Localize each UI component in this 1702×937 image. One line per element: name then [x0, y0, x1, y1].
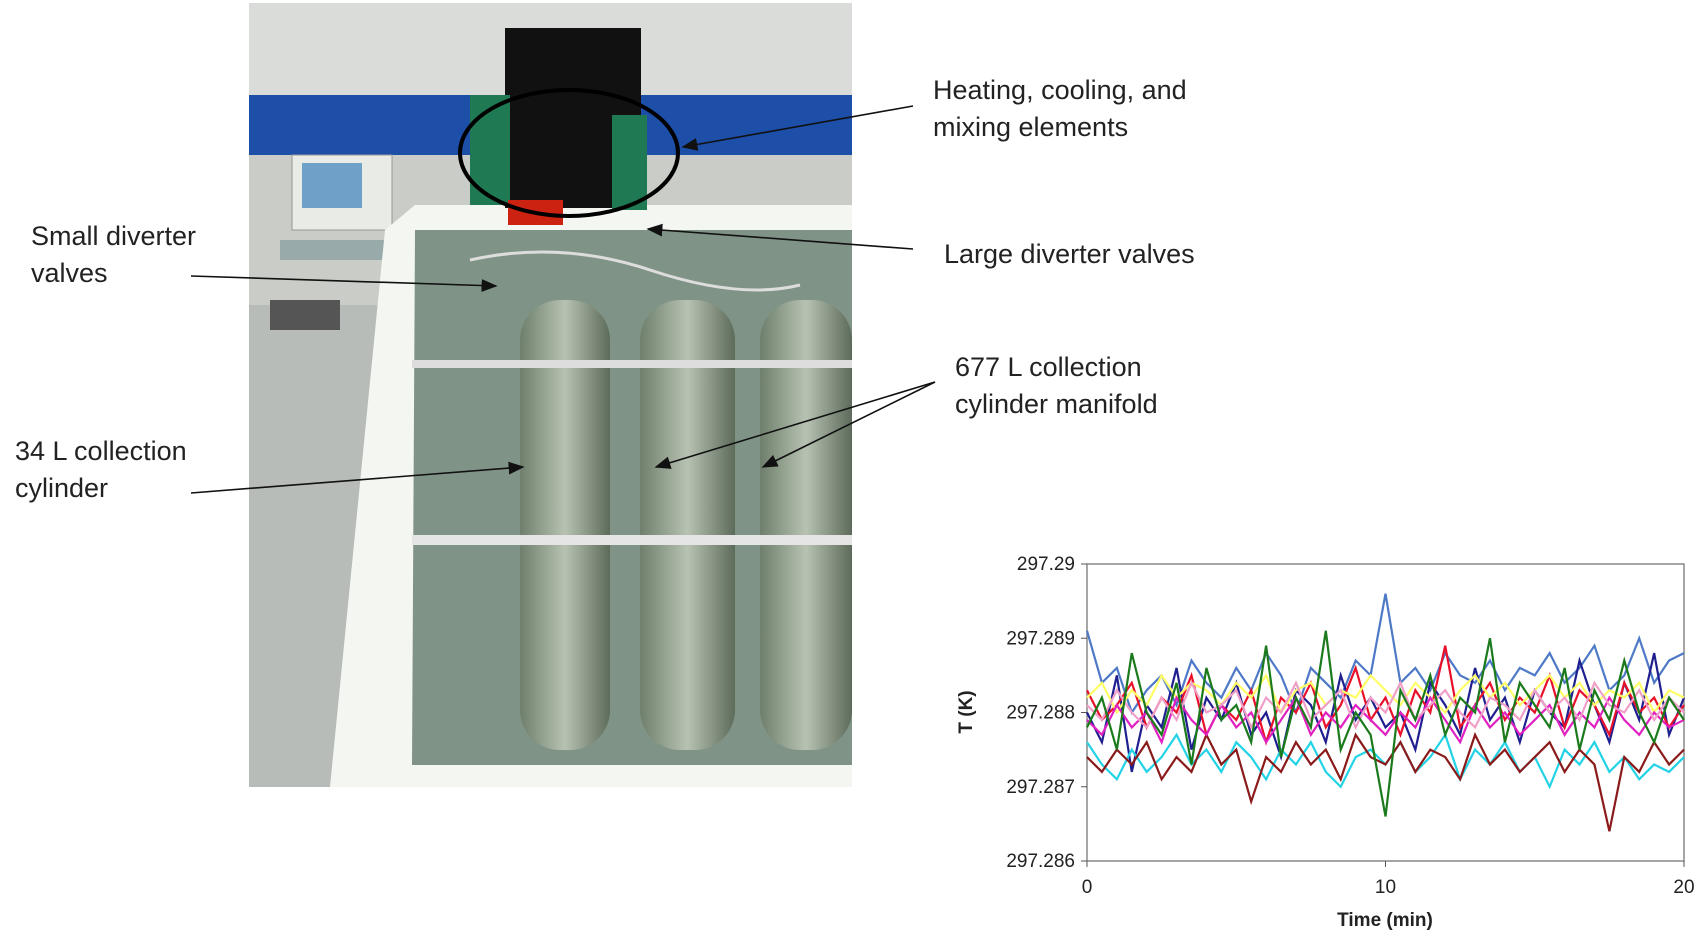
annotation: Small diverter valves — [31, 221, 196, 288]
annotation: Large diverter valves — [944, 239, 1195, 269]
data-line — [1086, 732, 1685, 790]
y-tick-label: 297.289 — [1006, 628, 1075, 649]
data-line — [1086, 731, 1685, 832]
x-tick-label: 20 — [1673, 877, 1694, 898]
data-line — [1086, 673, 1685, 715]
x-tick-label: 0 — [1082, 877, 1093, 898]
y-tick-label: 297.29 — [1017, 554, 1075, 575]
y-tick-label: 297.287 — [1006, 777, 1075, 798]
annotation: 677 L collection cylinder manifold — [955, 352, 1158, 419]
photo — [249, 3, 852, 787]
x-axis-title: Time (min) — [1337, 910, 1433, 931]
data-line — [1085, 593, 1685, 716]
y-tick-label: 297.288 — [1006, 703, 1075, 724]
data-line — [1086, 652, 1686, 773]
annotation: 34 L collection cylinder — [15, 436, 187, 503]
annotation: Heating, cooling, and mixing elements — [933, 75, 1187, 142]
x-tick-label: 10 — [1375, 877, 1396, 898]
chart: Time (min) T (K) 297.286 297.287 297.288 29… — [956, 554, 1695, 931]
data-line — [1086, 630, 1685, 817]
data-line — [1086, 695, 1685, 746]
y-tick-label: 297.286 — [1006, 851, 1075, 872]
y-axis-title: T (K) — [956, 690, 977, 733]
data-line — [1086, 680, 1685, 731]
arrows — [190, 105, 936, 494]
